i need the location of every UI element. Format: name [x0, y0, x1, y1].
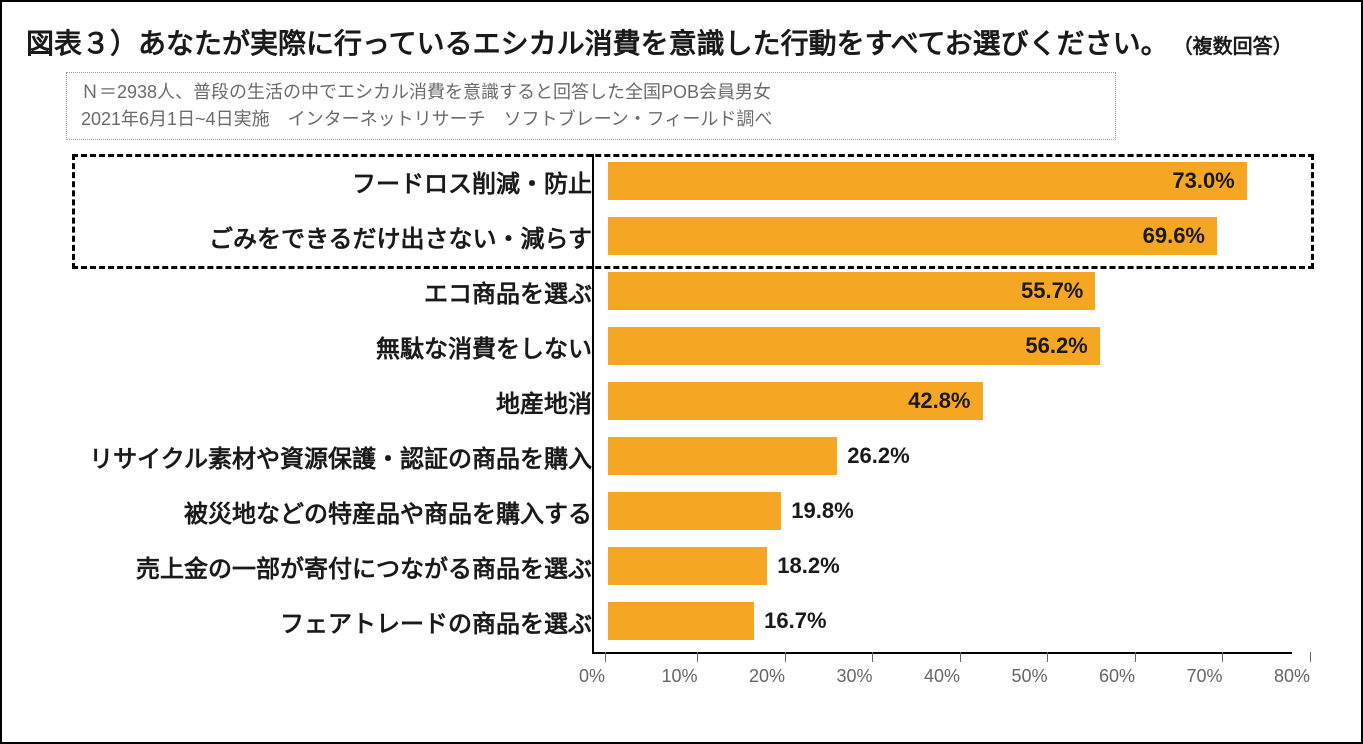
- x-tick-mark: [605, 652, 606, 662]
- bar-label: 無駄な消費をしない: [66, 329, 608, 364]
- x-tick-mark: [1222, 652, 1223, 662]
- bar-track: 55.7%: [608, 272, 1308, 310]
- bar-track: 56.2%: [608, 327, 1308, 365]
- x-tick: 50%: [1030, 652, 1066, 687]
- bar-track: 26.2%: [608, 437, 1308, 475]
- chart-title-line: 図表３）あなたが実際に行っているエシカル消費を意識した行動をすべてお選びください…: [26, 22, 1337, 62]
- bar-fill: [608, 217, 1217, 255]
- bar-value: 42.8%: [908, 382, 970, 420]
- bar-track: 18.2%: [608, 547, 1308, 585]
- bar-label: 地産地消: [66, 384, 608, 419]
- bar-label: 売上金の一部が寄付につながる商品を選ぶ: [66, 549, 608, 584]
- bar-value: 26.2%: [847, 437, 909, 475]
- bar-value: 55.7%: [1021, 272, 1083, 310]
- bar-row: 被災地などの特産品や商品を購入する 19.8%: [66, 492, 1326, 530]
- bar-fill: [608, 602, 754, 640]
- x-tick: 30%: [855, 652, 891, 687]
- x-tick-mark: [1310, 652, 1311, 662]
- bar-value: 73.0%: [1172, 162, 1234, 200]
- chart-title: 図表３）あなたが実際に行っているエシカル消費を意識した行動をすべてお選びください…: [26, 22, 1169, 62]
- bar-label: フードロス削減・防止: [66, 164, 608, 199]
- x-tick: 0%: [592, 652, 618, 687]
- x-tick-label: 80%: [1274, 666, 1310, 687]
- x-tick-label: 10%: [661, 666, 697, 687]
- figure-page: 図表３）あなたが実際に行っているエシカル消費を意識した行動をすべてお選びください…: [0, 0, 1363, 744]
- bar-chart: フードロス削減・防止 73.0% ごみをできるだけ出さない・減らす 69.6% エコ商品…: [66, 154, 1326, 694]
- survey-note-line-1: Ｎ＝2938人、普段の生活の中でエシカル消費を意識すると回答した全国POB会員男…: [81, 79, 1101, 106]
- x-tick-label: 20%: [749, 666, 785, 687]
- x-tick: 60%: [1117, 652, 1153, 687]
- x-tick: 40%: [942, 652, 978, 687]
- bar-label: フェアトレードの商品を選ぶ: [66, 604, 608, 639]
- survey-note-line-2: 2021年6月1日~4日実施 インターネットリサーチ ソフトブレーン・フィールド…: [81, 106, 1101, 133]
- bar-value: 16.7%: [764, 602, 826, 640]
- bar-track: 69.6%: [608, 217, 1308, 255]
- x-tick-label: 70%: [1186, 666, 1222, 687]
- x-tick: 70%: [1205, 652, 1241, 687]
- x-tick-mark: [872, 652, 873, 662]
- bar-fill: [608, 437, 837, 475]
- x-tick-label: 40%: [924, 666, 960, 687]
- bar-label: エコ商品を選ぶ: [66, 274, 608, 309]
- bar-label: 被災地などの特産品や商品を購入する: [66, 494, 608, 529]
- bar-track: 73.0%: [608, 162, 1308, 200]
- x-tick-mark: [1135, 652, 1136, 662]
- bar-value: 56.2%: [1025, 327, 1087, 365]
- x-tick-label: 30%: [836, 666, 872, 687]
- x-tick-label: 50%: [1011, 666, 1047, 687]
- x-tick: 10%: [680, 652, 716, 687]
- bar-label: ごみをできるだけ出さない・減らす: [66, 219, 608, 254]
- bar-fill: [608, 492, 781, 530]
- x-tick-label: 0%: [579, 666, 605, 687]
- x-tick: 20%: [767, 652, 803, 687]
- bar-row: リサイクル素材や資源保護・認証の商品を購入 26.2%: [66, 437, 1326, 475]
- x-tick: 80%: [1292, 652, 1328, 687]
- x-tick-mark: [960, 652, 961, 662]
- bar-value: 19.8%: [791, 492, 853, 530]
- bar-row: 地産地消 42.8%: [66, 382, 1326, 420]
- survey-note-box: Ｎ＝2938人、普段の生活の中でエシカル消費を意識すると回答した全国POB会員男…: [66, 72, 1116, 140]
- bar-row: フードロス削減・防止 73.0%: [66, 162, 1326, 200]
- chart-title-sub: （複数回答）: [1173, 30, 1293, 59]
- x-tick-mark: [1047, 652, 1048, 662]
- bar-fill: [608, 162, 1247, 200]
- bar-label: リサイクル素材や資源保護・認証の商品を購入: [66, 439, 608, 474]
- bar-value: 18.2%: [777, 547, 839, 585]
- bar-track: 16.7%: [608, 602, 1308, 640]
- bar-row: エコ商品を選ぶ 55.7%: [66, 272, 1326, 310]
- bar-row: フェアトレードの商品を選ぶ 16.7%: [66, 602, 1326, 640]
- bar-row: ごみをできるだけ出さない・減らす 69.6%: [66, 217, 1326, 255]
- bar-track: 19.8%: [608, 492, 1308, 530]
- bar-track: 42.8%: [608, 382, 1308, 420]
- bar-chart-plot: フードロス削減・防止 73.0% ごみをできるだけ出さない・減らす 69.6% エコ商品…: [66, 154, 1326, 694]
- x-tick-label: 60%: [1099, 666, 1135, 687]
- bar-fill: [608, 547, 767, 585]
- x-tick-mark: [785, 652, 786, 662]
- bar-row: 無駄な消費をしない 56.2%: [66, 327, 1326, 365]
- bar-row: 売上金の一部が寄付につながる商品を選ぶ 18.2%: [66, 547, 1326, 585]
- bar-value: 69.6%: [1143, 217, 1205, 255]
- x-tick-mark: [697, 652, 698, 662]
